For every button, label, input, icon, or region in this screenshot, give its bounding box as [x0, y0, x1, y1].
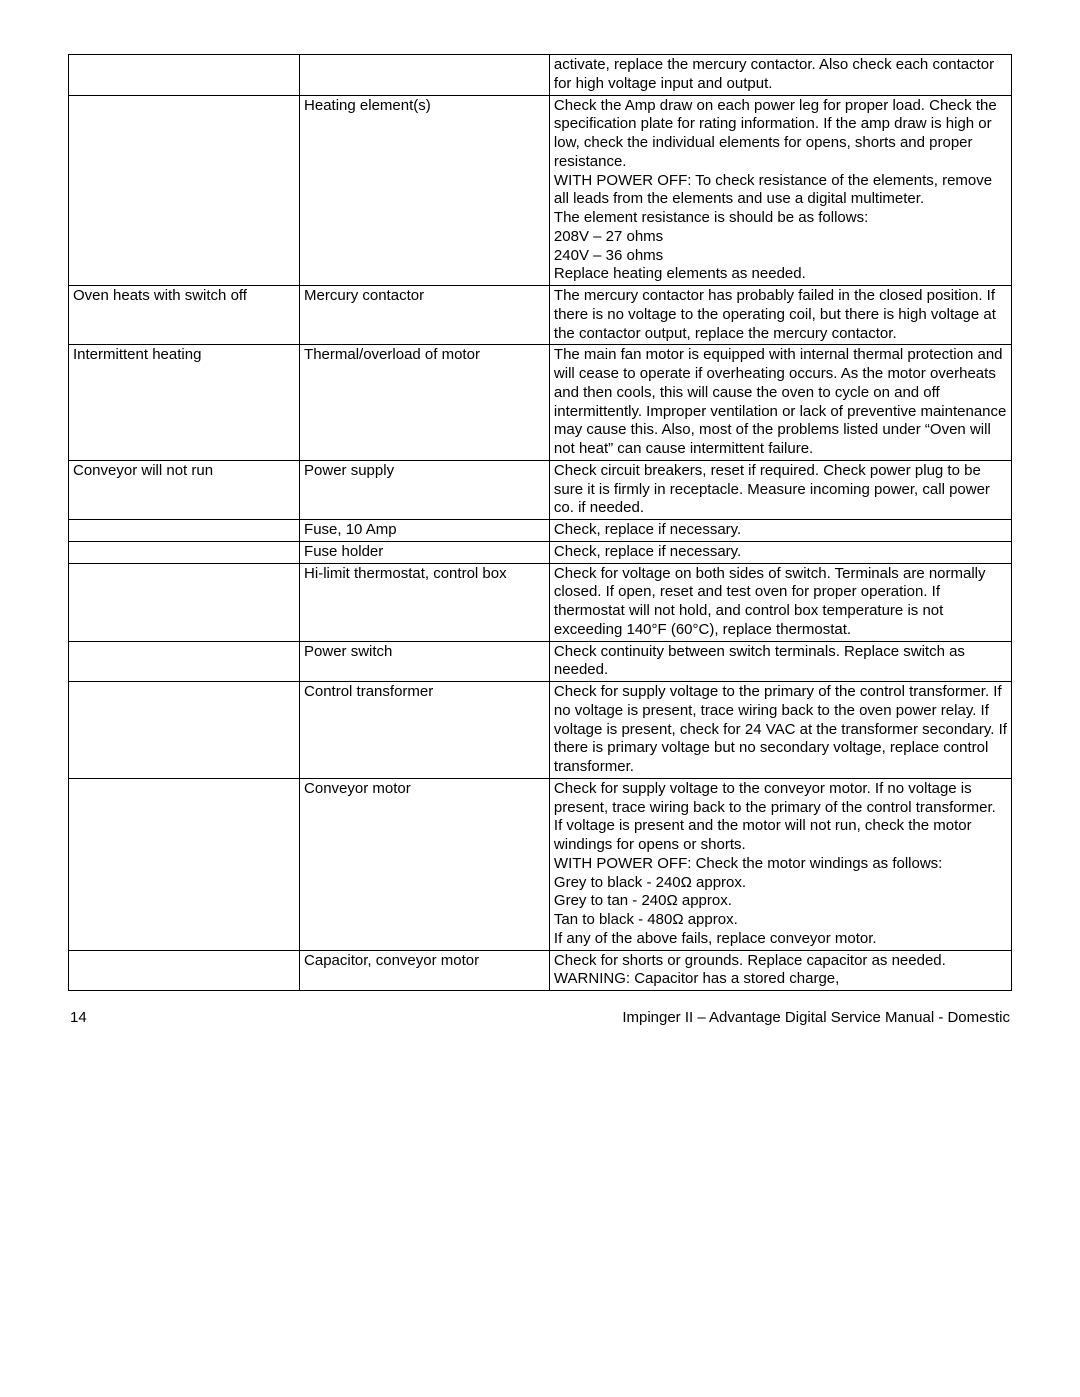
table-cell-c1 — [69, 778, 300, 950]
table-cell-c2: Conveyor motor — [300, 778, 550, 950]
table-cell-c1 — [69, 682, 300, 779]
table-cell-c2: Control transformer — [300, 682, 550, 779]
table-row: Power switchCheck continuity between swi… — [69, 641, 1012, 682]
page: activate, replace the mercury contactor.… — [0, 0, 1080, 1066]
page-number: 14 — [70, 1009, 87, 1026]
table-cell-c2: Fuse, 10 Amp — [300, 520, 550, 542]
table-cell-c1 — [69, 520, 300, 542]
table-row: Control transformerCheck for supply volt… — [69, 682, 1012, 779]
table-cell-c1 — [69, 95, 300, 286]
table-cell-c2: Power supply — [300, 460, 550, 519]
table-row: Intermittent heatingThermal/overload of … — [69, 345, 1012, 461]
table-cell-c2: Heating element(s) — [300, 95, 550, 286]
table-cell-c3: Check for supply voltage to the primary … — [549, 682, 1011, 779]
table-cell-c1 — [69, 641, 300, 682]
table-cell-c3: Check for shorts or grounds. Replace cap… — [549, 950, 1011, 991]
table-row: Fuse, 10 AmpCheck, replace if necessary. — [69, 520, 1012, 542]
table-row: Fuse holderCheck, replace if necessary. — [69, 541, 1012, 563]
table-row: Heating element(s)Check the Amp draw on … — [69, 95, 1012, 286]
table-cell-c2: Fuse holder — [300, 541, 550, 563]
page-footer: 14 Impinger II – Advantage Digital Servi… — [68, 1009, 1012, 1026]
table-cell-c1: Conveyor will not run — [69, 460, 300, 519]
table-cell-c3: Check for supply voltage to the conveyor… — [549, 778, 1011, 950]
table-row: Hi-limit thermostat, control boxCheck fo… — [69, 563, 1012, 641]
table-cell-c2: Thermal/overload of motor — [300, 345, 550, 461]
table-cell-c3: The mercury contactor has probably faile… — [549, 286, 1011, 345]
table-cell-c1: Intermittent heating — [69, 345, 300, 461]
table-cell-c2: Power switch — [300, 641, 550, 682]
table-cell-c2: Capacitor, conveyor motor — [300, 950, 550, 991]
table-cell-c1 — [69, 55, 300, 96]
table-cell-c2 — [300, 55, 550, 96]
table-cell-c3: Check, replace if necessary. — [549, 541, 1011, 563]
table-cell-c3: Check continuity between switch terminal… — [549, 641, 1011, 682]
table-row: Conveyor will not runPower supplyCheck c… — [69, 460, 1012, 519]
table-cell-c3: The main fan motor is equipped with inte… — [549, 345, 1011, 461]
table-body: activate, replace the mercury contactor.… — [69, 55, 1012, 991]
table-row: activate, replace the mercury contactor.… — [69, 55, 1012, 96]
table-cell-c3: Check the Amp draw on each power leg for… — [549, 95, 1011, 286]
table-cell-c1 — [69, 541, 300, 563]
table-cell-c3: activate, replace the mercury contactor.… — [549, 55, 1011, 96]
table-cell-c1: Oven heats with switch off — [69, 286, 300, 345]
table-cell-c1 — [69, 950, 300, 991]
table-cell-c3: Check, replace if necessary. — [549, 520, 1011, 542]
troubleshooting-table: activate, replace the mercury contactor.… — [68, 54, 1012, 991]
table-row: Oven heats with switch offMercury contac… — [69, 286, 1012, 345]
table-cell-c1 — [69, 563, 300, 641]
table-cell-c2: Mercury contactor — [300, 286, 550, 345]
table-row: Conveyor motorCheck for supply voltage t… — [69, 778, 1012, 950]
table-cell-c3: Check circuit breakers, reset if require… — [549, 460, 1011, 519]
footer-title: Impinger II – Advantage Digital Service … — [622, 1009, 1010, 1026]
table-row: Capacitor, conveyor motorCheck for short… — [69, 950, 1012, 991]
table-cell-c3: Check for voltage on both sides of switc… — [549, 563, 1011, 641]
table-cell-c2: Hi-limit thermostat, control box — [300, 563, 550, 641]
